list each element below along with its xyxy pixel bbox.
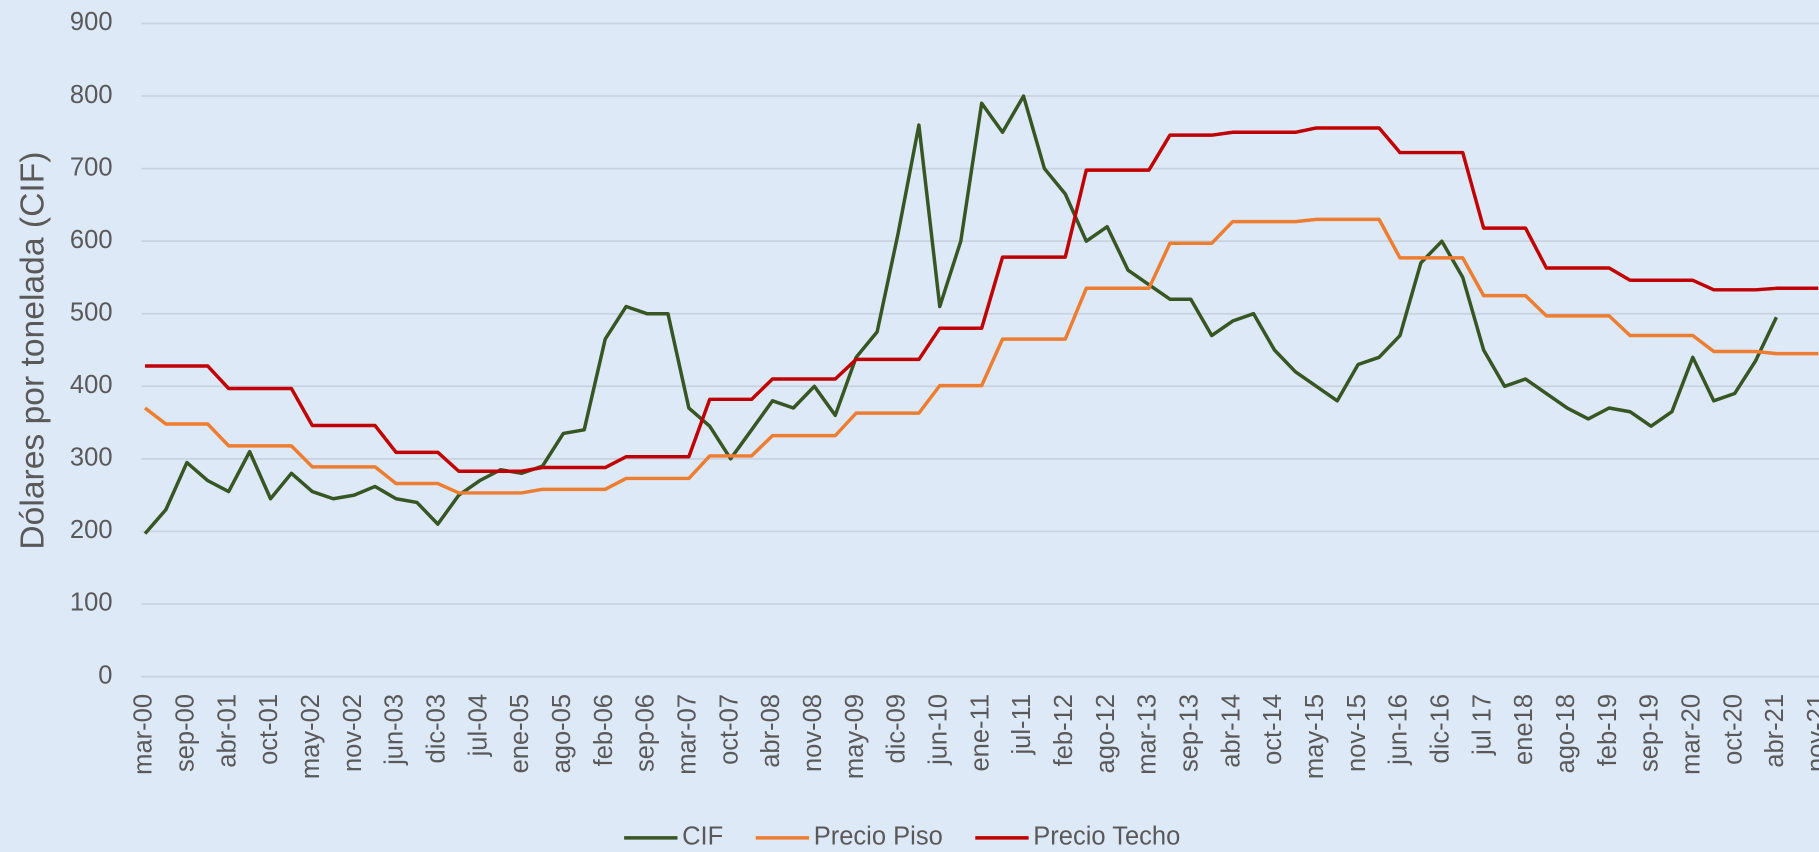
y-tick-label: 600 [70,226,113,254]
y-axis-title: Dólares por tonelada (CIF) [15,152,52,550]
x-tick-label: jun-16 [1385,694,1413,766]
x-tick-label: nov-08 [799,694,827,772]
x-tick-label: feb-19 [1594,694,1622,766]
x-tick-label: jun-03 [381,694,409,766]
x-tick-label: may-02 [297,694,325,779]
x-tick-label: abr-01 [213,694,241,768]
x-tick-label: oct-01 [255,694,283,765]
x-tick-label: mar-00 [130,694,158,775]
series-line [145,126,1819,473]
x-tick-label: ene-11 [966,694,994,772]
legend-label: CIF [682,823,723,851]
x-tick-label: mar-07 [674,694,702,775]
x-tick-label: ene18 [1510,694,1538,765]
legend-label: Precio Techo [1033,823,1180,851]
x-tick-label: oct-20 [1719,694,1747,765]
x-tick-label: nov-02 [339,694,367,772]
y-tick-label: 400 [70,371,113,399]
x-tick-label: dic-09 [883,694,911,764]
y-tick-label: 900 [70,8,113,36]
x-tick-label: nov-21 [1803,694,1819,772]
x-tick-label: ago-12 [1092,694,1120,773]
x-tick-label: feb-12 [1050,694,1078,766]
x-tick-label: ene-05 [506,694,534,773]
x-tick-label: abr-14 [1217,694,1245,768]
x-tick-label: dic-03 [423,694,451,764]
x-tick-label: abr-21 [1761,694,1789,768]
x-tick-label: mar-20 [1678,694,1706,775]
x-tick-label: sep-13 [1176,694,1204,772]
x-tick-label: ago-18 [1552,694,1580,773]
y-tick-label: 300 [70,444,113,472]
x-tick-label: jun-10 [925,694,953,766]
y-tick-label: 100 [70,589,113,617]
x-tick-label: ago-05 [548,694,576,773]
y-tick-label: 0 [98,661,112,689]
x-tick-label: jul 17 [1468,694,1496,756]
y-tick-label: 500 [70,298,113,326]
x-tick-label: oct-14 [1259,694,1287,765]
x-tick-label: oct-07 [715,694,743,765]
series-line [143,217,1819,495]
x-tick-label: abr-08 [757,694,785,768]
x-tick-label: nov-15 [1343,694,1371,772]
x-tick-label: sep-19 [1636,694,1664,772]
x-tick-label: feb-06 [590,694,618,766]
x-tick-label: mar-13 [1134,694,1162,775]
x-tick-label: sep-00 [172,694,200,772]
y-tick-label: 700 [70,153,113,181]
x-tick-label: dic-16 [1427,694,1455,763]
x-tick-label: may-15 [1301,694,1329,779]
x-tick-label: jul-11 [1008,694,1036,756]
x-tick-label: may-09 [841,694,869,779]
legend-label: Precio Piso [814,823,943,851]
x-tick-label: jul-04 [464,694,492,757]
series-line [143,94,1778,535]
x-tick-label: sep-06 [632,694,660,772]
y-tick-label: 800 [70,81,113,109]
y-tick-label: 200 [70,516,113,544]
